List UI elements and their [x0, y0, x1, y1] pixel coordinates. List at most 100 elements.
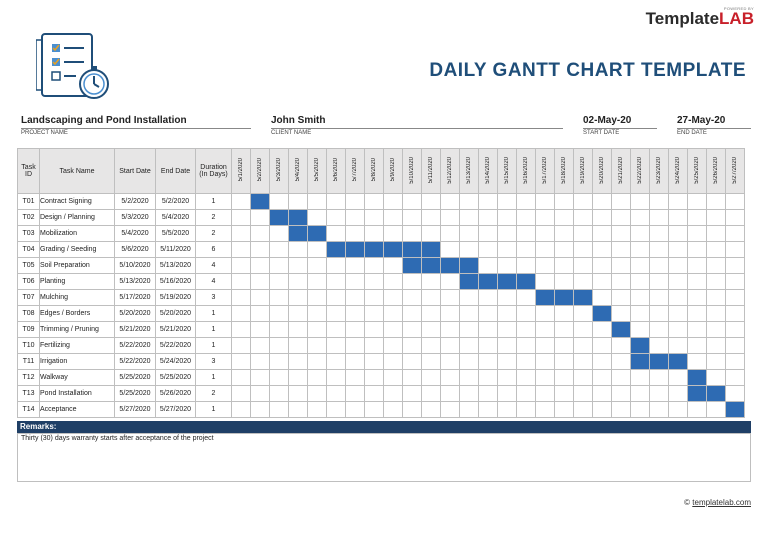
- gantt-cell: [231, 321, 251, 338]
- task-id: T01: [17, 193, 40, 210]
- gantt-cell: [497, 305, 517, 322]
- gantt-cell: [554, 321, 574, 338]
- date-label: 5/12/2020: [447, 156, 453, 184]
- gantt-cell: [706, 257, 726, 274]
- gantt-cell: [307, 289, 327, 306]
- task-duration: 1: [195, 305, 232, 322]
- start-date-label: START DATE: [583, 130, 620, 136]
- gantt-cell: [364, 385, 384, 402]
- table-row: T11 Irrigation 5/22/2020 5/24/2020 3: [17, 353, 745, 370]
- gantt-cell: [269, 401, 289, 418]
- task-end: 5/5/2020: [155, 225, 196, 242]
- gantt-cell: [307, 305, 327, 322]
- task-name: Contract Signing: [39, 193, 115, 210]
- gantt-cell: [231, 225, 251, 242]
- table-row: T04 Grading / Seeding 5/6/2020 5/11/2020 6: [17, 241, 745, 258]
- task-name: Grading / Seeding: [39, 241, 115, 258]
- gantt-cell: [611, 337, 631, 354]
- task-name: Mulching: [39, 289, 115, 306]
- gantt-cell: [250, 353, 270, 370]
- gantt-cell: [288, 401, 308, 418]
- gantt-cell: [345, 305, 365, 322]
- date-header: 5/7/2020: [345, 148, 365, 194]
- gantt-cell: [573, 337, 593, 354]
- gantt-cell: [535, 385, 555, 402]
- task-duration: 1: [195, 337, 232, 354]
- gantt-cell: [554, 353, 574, 370]
- task-start: 5/4/2020: [114, 225, 156, 242]
- task-start: 5/21/2020: [114, 321, 156, 338]
- gantt-cell: [497, 385, 517, 402]
- gantt-cell: [497, 401, 517, 418]
- gantt-cell: [459, 385, 479, 402]
- gantt-cell: [478, 241, 498, 258]
- gantt-cell: [231, 401, 251, 418]
- gantt-cell: [611, 193, 631, 210]
- date-label: 5/10/2020: [409, 156, 415, 184]
- end-date-label: END DATE: [677, 130, 707, 136]
- gantt-cell: [364, 369, 384, 386]
- task-id: T11: [17, 353, 40, 370]
- gantt-cell: [364, 273, 384, 290]
- date-label: 5/18/2020: [561, 156, 567, 184]
- gantt-cell: [478, 289, 498, 306]
- gantt-cell: [554, 401, 574, 418]
- date-label: 5/5/2020: [314, 158, 320, 182]
- gantt-cell: [269, 273, 289, 290]
- footer-link[interactable]: templatelab.com: [692, 498, 751, 507]
- page-title: DAILY GANTT CHART TEMPLATE: [429, 60, 746, 81]
- end-date-field: 27-May-20 END DATE: [677, 115, 751, 136]
- gantt-cell: [402, 225, 422, 242]
- gantt-bar: [725, 401, 745, 418]
- gantt-cell: [611, 209, 631, 226]
- header-start-date: Start Date: [114, 148, 156, 194]
- gantt-cell: [497, 337, 517, 354]
- gantt-cell: [649, 209, 669, 226]
- gantt-cell: [649, 337, 669, 354]
- project-name: Landscaping and Pond Installation: [21, 115, 187, 126]
- gantt-cell: [573, 353, 593, 370]
- task-duration: 6: [195, 241, 232, 258]
- gantt-cell: [516, 193, 536, 210]
- gantt-cell: [250, 241, 270, 258]
- gantt-cell: [478, 353, 498, 370]
- gantt-cell: [250, 369, 270, 386]
- gantt-cell: [592, 209, 612, 226]
- gantt-cell: [402, 209, 422, 226]
- task-end: 5/25/2020: [155, 369, 196, 386]
- gantt-cell: [440, 385, 460, 402]
- gantt-cell: [630, 305, 650, 322]
- gantt-cell: [231, 257, 251, 274]
- gantt-cell: [288, 353, 308, 370]
- gantt-cell: [706, 241, 726, 258]
- gantt-bar: [459, 257, 479, 274]
- task-id: T08: [17, 305, 40, 322]
- gantt-cell: [630, 241, 650, 258]
- gantt-cell: [592, 225, 612, 242]
- task-name: Walkway: [39, 369, 115, 386]
- brand-name-a: Template: [645, 9, 720, 28]
- gantt-cell: [611, 289, 631, 306]
- gantt-cell: [516, 225, 536, 242]
- gantt-cell: [250, 321, 270, 338]
- gantt-cell: [326, 289, 346, 306]
- gantt-cell: [649, 385, 669, 402]
- task-end: 5/21/2020: [155, 321, 196, 338]
- gantt-cell: [269, 353, 289, 370]
- gantt-cell: [592, 337, 612, 354]
- gantt-cell: [573, 193, 593, 210]
- task-id: T09: [17, 321, 40, 338]
- gantt-cell: [269, 193, 289, 210]
- task-end: 5/4/2020: [155, 209, 196, 226]
- gantt-cell: [231, 337, 251, 354]
- gantt-cell: [250, 289, 270, 306]
- gantt-cell: [573, 257, 593, 274]
- footer: © templatelab.com: [684, 498, 751, 507]
- gantt-cell: [307, 321, 327, 338]
- gantt-cell: [516, 289, 536, 306]
- task-id: T13: [17, 385, 40, 402]
- gantt-cell: [668, 289, 688, 306]
- gantt-cell: [288, 289, 308, 306]
- brand-logo: POWERED BY TemplateLAB: [646, 6, 754, 27]
- table-row: T07 Mulching 5/17/2020 5/19/2020 3: [17, 289, 745, 306]
